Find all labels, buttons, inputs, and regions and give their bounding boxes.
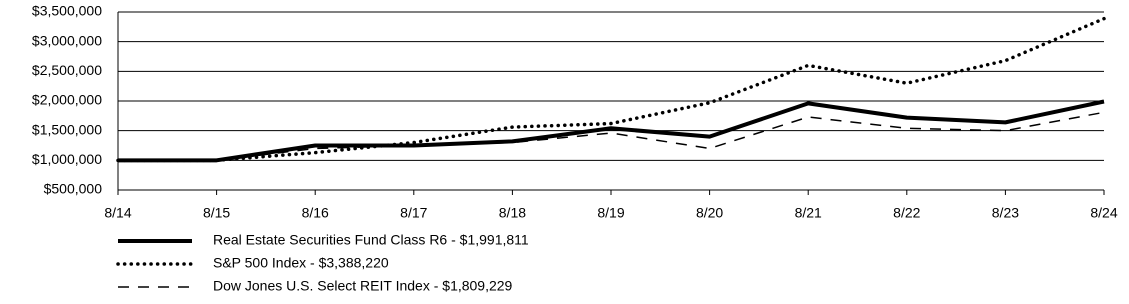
- x-tick-label: 8/24: [1090, 205, 1117, 221]
- x-tick-label: 8/19: [597, 205, 624, 221]
- legend-label: Real Estate Securities Fund Class R6 - $…: [213, 232, 529, 248]
- x-tick-label: 8/17: [400, 205, 427, 221]
- x-tick-label: 8/20: [696, 205, 723, 221]
- x-tick-label: 8/16: [302, 205, 329, 221]
- y-tick-label: $1,500,000: [32, 121, 102, 137]
- x-tick-label: 8/21: [795, 205, 822, 221]
- y-tick-label: $3,500,000: [32, 3, 102, 19]
- x-tick-label: 8/22: [893, 205, 920, 221]
- legend-label: Dow Jones U.S. Select REIT Index - $1,80…: [213, 278, 513, 294]
- y-tick-label: $3,000,000: [32, 32, 102, 48]
- x-tick-label: 8/23: [992, 205, 1019, 221]
- legend-label: S&P 500 Index - $3,388,220: [213, 255, 389, 271]
- x-tick-label: 8/15: [203, 205, 230, 221]
- y-tick-label: $2,500,000: [32, 62, 102, 78]
- series-line: [118, 111, 1105, 162]
- y-tick-label: $500,000: [44, 181, 103, 197]
- series-line: [116, 16, 1106, 163]
- y-tick-label: $1,000,000: [32, 151, 102, 167]
- y-tick-label: $2,000,000: [32, 92, 102, 108]
- x-tick-label: 8/14: [104, 205, 131, 221]
- series-line: [118, 99, 1105, 163]
- x-tick-label: 8/18: [499, 205, 526, 221]
